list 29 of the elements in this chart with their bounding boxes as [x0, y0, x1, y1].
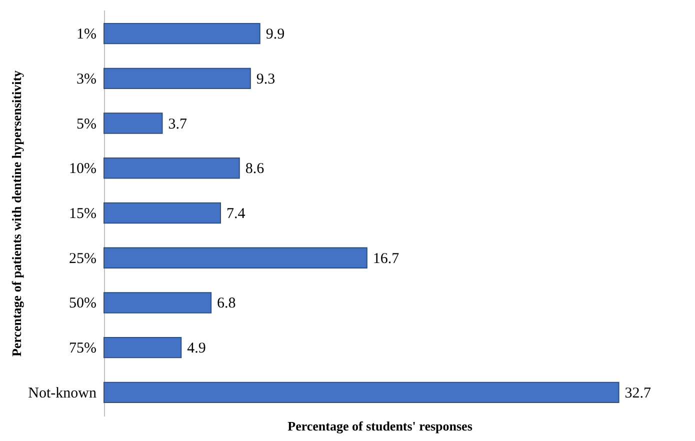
- data-label: 16.7: [372, 250, 400, 267]
- data-label: 9.3: [256, 71, 276, 88]
- bar: [104, 247, 368, 268]
- data-label: 6.8: [217, 296, 236, 312]
- y-tick-label: 3%: [76, 71, 96, 88]
- bar: [104, 68, 251, 90]
- y-tick-label: 25%: [69, 250, 96, 267]
- bar: [104, 202, 221, 224]
- y-axis-title: Percentage of patients with dentine hypersensitivity: [9, 70, 24, 357]
- bar: [104, 292, 212, 314]
- y-tick-label: 75%: [69, 340, 96, 357]
- y-tick-label: 1%: [76, 26, 96, 43]
- data-label: 4.9: [187, 340, 206, 357]
- y-tick-label: 15%: [69, 206, 96, 222]
- data-label: 3.7: [168, 116, 188, 132]
- data-label: 9.9: [266, 26, 285, 43]
- bar: [104, 22, 260, 44]
- bar: [104, 158, 240, 179]
- bar: [104, 112, 163, 134]
- bar: [104, 382, 620, 404]
- y-tick-label: 10%: [69, 161, 96, 178]
- data-label: 7.4: [226, 206, 246, 222]
- data-label: 32.7: [624, 385, 652, 402]
- y-tick-label: 50%: [69, 296, 96, 312]
- data-label: 8.6: [245, 161, 265, 178]
- x-axis-title: Percentage of students' responses: [288, 418, 472, 434]
- y-tick-label: 5%: [76, 116, 96, 132]
- y-tick-label: Not-known: [28, 385, 97, 402]
- bar: [104, 336, 182, 358]
